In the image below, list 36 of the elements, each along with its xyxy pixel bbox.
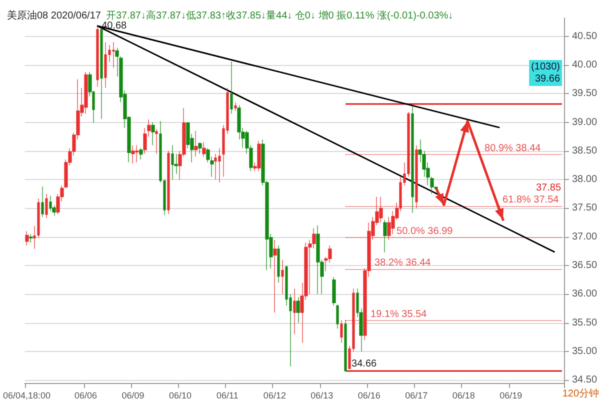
annotation: (1030) 39.66 bbox=[531, 62, 560, 84]
ref-line-label: 80.9% 38.44 bbox=[484, 142, 542, 154]
y-tick-label: 39.00 bbox=[572, 116, 598, 128]
chart-title: 美原油08 2020/06/17 bbox=[7, 10, 102, 22]
chart-subtitle: 开37.87↓高37.87↓低37.83↑收37.85↓量44↓ 仓0↓ 增0 振0.11% 涨(-0.01)-0.03%↓ bbox=[106, 10, 454, 22]
x-tick-label: 06/10 bbox=[168, 390, 192, 400]
x-tick-label: 06/17 bbox=[405, 390, 428, 400]
x-tick-label: 06/18 bbox=[452, 390, 475, 400]
ref-line-label: 38.2% 36.44 bbox=[374, 257, 432, 268]
x-tick-label: 06/11 bbox=[216, 390, 238, 400]
x-tick-label: 06/16 bbox=[358, 390, 380, 400]
x-tick-label: 06/19 bbox=[500, 390, 522, 400]
y-tick-label: 36.00 bbox=[572, 288, 598, 300]
y-tick-label: 36.50 bbox=[572, 260, 598, 272]
x-tick-label: 06/06 bbox=[74, 390, 98, 400]
ref-line-label: 19.1% 35.54 bbox=[370, 309, 428, 320]
x-tick-label: 06/04,18:00 bbox=[2, 390, 51, 400]
text: 120分钟 bbox=[562, 388, 600, 400]
y-tick-label: 40.00 bbox=[572, 59, 598, 70]
y-tick-label: 39.50 bbox=[572, 88, 598, 100]
y-tick-label: 35.50 bbox=[572, 317, 598, 328]
y-tick-label: 38.00 bbox=[572, 174, 598, 186]
x-tick-label: 06/12 bbox=[263, 390, 286, 400]
y-tick-label: 37.00 bbox=[572, 231, 598, 242]
annotation: 40.68 bbox=[102, 20, 128, 32]
y-tick-label: 40.50 bbox=[572, 30, 598, 42]
ref-line-label: 61.8% 37.54 bbox=[502, 194, 560, 206]
y-tick-label: 38.50 bbox=[572, 145, 598, 156]
y-tick-label: 35.00 bbox=[572, 346, 598, 357]
annotation: 37.85 bbox=[536, 182, 562, 194]
ref-line-label: 50.0% 36.99 bbox=[396, 226, 454, 237]
y-tick-label: 37.50 bbox=[572, 202, 598, 214]
x-tick-label: 06/13 bbox=[310, 390, 334, 400]
y-tick-label: 34.50 bbox=[572, 374, 598, 386]
annotation: 34.66 bbox=[352, 358, 378, 370]
x-tick-label: 06/09 bbox=[122, 390, 144, 400]
